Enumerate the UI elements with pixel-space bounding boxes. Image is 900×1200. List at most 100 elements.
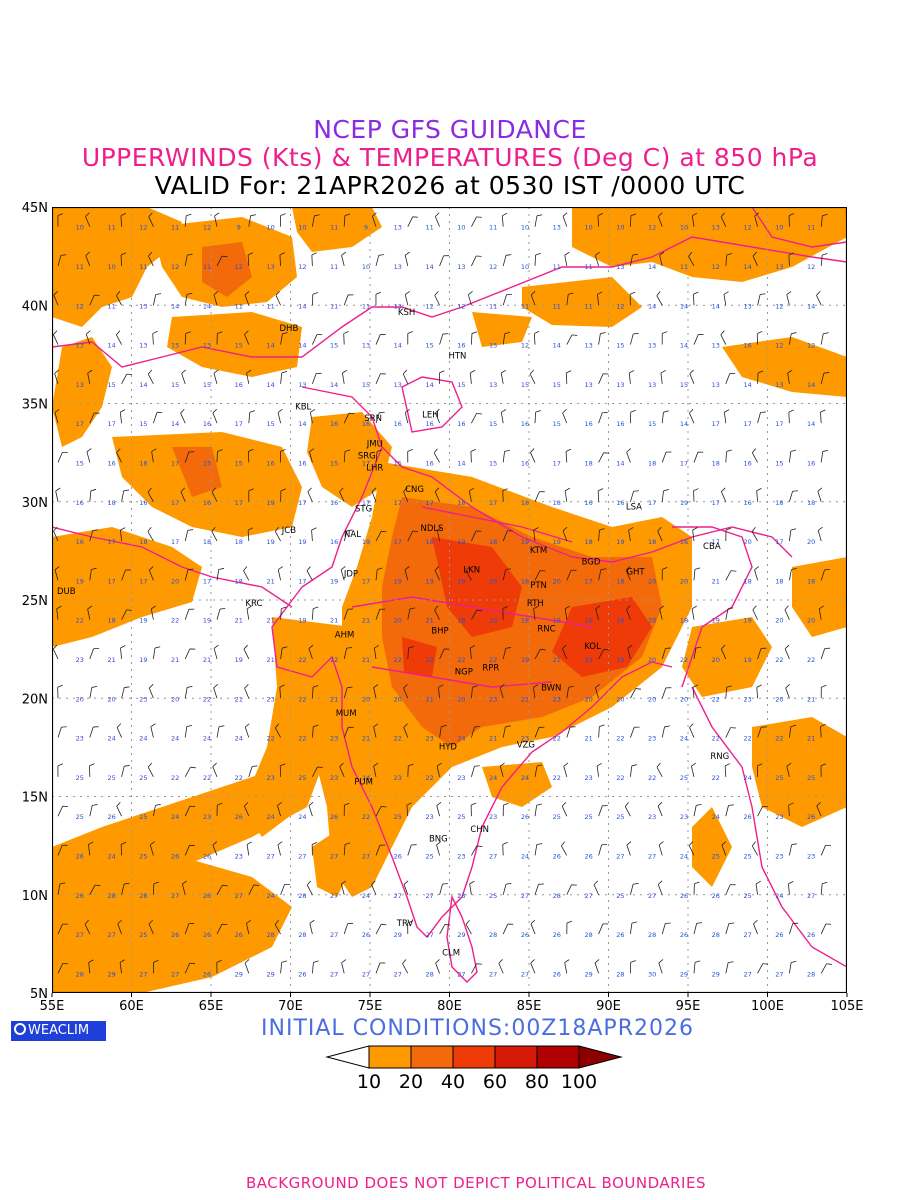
wind-barb [534,726,545,738]
station-bhp: BHP [431,626,448,636]
wind-barb [52,644,59,660]
temperature-value: 28 [76,970,84,978]
temperature-value: 21 [425,617,433,625]
wind-barb [53,526,59,542]
lat-tick-label: 10N [22,889,48,904]
temperature-value: 20 [680,577,688,585]
temperature-value: 25 [807,774,815,782]
wind-barb [630,726,640,738]
temperature-value: 27 [807,892,815,900]
map-panel: 11 10 11 12 11 12 9 10 10 11 9 13 11 10 11 10 13 10 10 12 10… [51,206,848,994]
wind-barb [153,959,159,974]
lat-tick-label: 5N [30,987,48,1002]
grid-lines [52,207,847,993]
wind-barb [184,608,195,620]
wind-barb [57,684,63,699]
temperature-value: 12 [489,263,497,271]
wind-barb [693,451,704,463]
temperature-value: 24 [775,892,783,900]
wind-barb [658,841,664,856]
wind-barb [788,802,794,817]
temperature-value: 18 [521,617,529,625]
wind-barb [148,684,154,699]
lon-tick-label: 60E [119,999,144,1014]
temperature-value: 16 [362,420,370,428]
temperature-value: 15 [616,342,624,350]
temperature-value: 13 [266,263,274,271]
temperature-value: 17 [298,499,306,507]
temperature-value: 27 [107,931,115,939]
temperature-value: 14 [203,302,211,310]
temperature-value: 12 [712,263,720,271]
temperature-value: 21 [712,577,720,585]
lon-tick-label: 90E [596,999,621,1014]
wind-barb [529,369,536,385]
wind-barb [787,369,793,384]
wind-barb [661,922,671,935]
station-vzg: VZG [517,740,535,750]
temperature-value: 23 [266,774,274,782]
temperature-value: 22 [807,656,815,664]
temperature-value: 23 [457,852,465,860]
temperature-value: 14 [807,302,815,310]
temperature-value: 12 [457,302,465,310]
wind-barb [343,686,353,699]
wind-barb [564,251,570,267]
wind-barb [757,411,766,424]
temperature-value: 19 [743,656,751,664]
temperature-value: 17 [425,499,433,507]
wind-barb [184,648,196,660]
wind-barb [434,291,440,306]
temperature-value: 15 [139,420,147,428]
wind-barb [630,490,639,502]
temperature-value: 17 [107,538,115,546]
legend-level-label: 80 [525,1071,549,1093]
station-jcb: JCB [281,526,296,536]
wind-barb [54,369,59,384]
wind-barb [277,841,283,856]
wind-barb [689,369,695,385]
temperature-value: 26 [680,892,688,900]
station-kol: KOL [584,642,601,652]
temperature-value: 22 [298,735,306,743]
wind-barb [752,251,758,267]
wind-barb [625,566,631,581]
temperature-value: 27 [330,892,338,900]
wind-barb [818,605,825,620]
wind-barb [312,292,319,306]
temperature-value: 21 [807,695,815,703]
wind-barb [309,409,316,424]
temperature-value: 25 [139,852,147,860]
temperature-value: 9 [364,224,368,232]
wind-barb [628,370,635,384]
temperature-value: 25 [107,774,115,782]
temperature-value: 16 [743,459,751,467]
temperature-value: 18 [553,499,561,507]
wind-barb [534,491,545,502]
wind-barb [659,605,665,620]
wind-barb [754,566,760,581]
temperature-value: 26 [807,931,815,939]
temperature-value: 22 [362,813,370,821]
temperature-value: 27 [584,892,592,900]
temperature-value: 16 [457,420,465,428]
temperature-value: 12 [807,342,815,350]
wind-barb [312,685,319,699]
wind-barb [213,369,219,384]
temperature-value: 15 [171,381,179,389]
temperature-value: 28 [712,931,720,939]
wind-barb [725,527,732,542]
wind-barb [213,644,219,660]
wind-barb [534,883,544,895]
wind-barb [375,411,385,424]
wind-barb [501,212,508,227]
temperature-value: 12 [616,302,624,310]
wind-barb [629,291,636,306]
wind-barb [693,922,703,935]
wind-barb [57,254,67,267]
temperature-value: 10 [298,224,306,232]
wind-barb [534,410,541,424]
temperature-value: 26 [76,892,84,900]
wind-barb [312,960,319,974]
wind-barb [121,686,130,699]
